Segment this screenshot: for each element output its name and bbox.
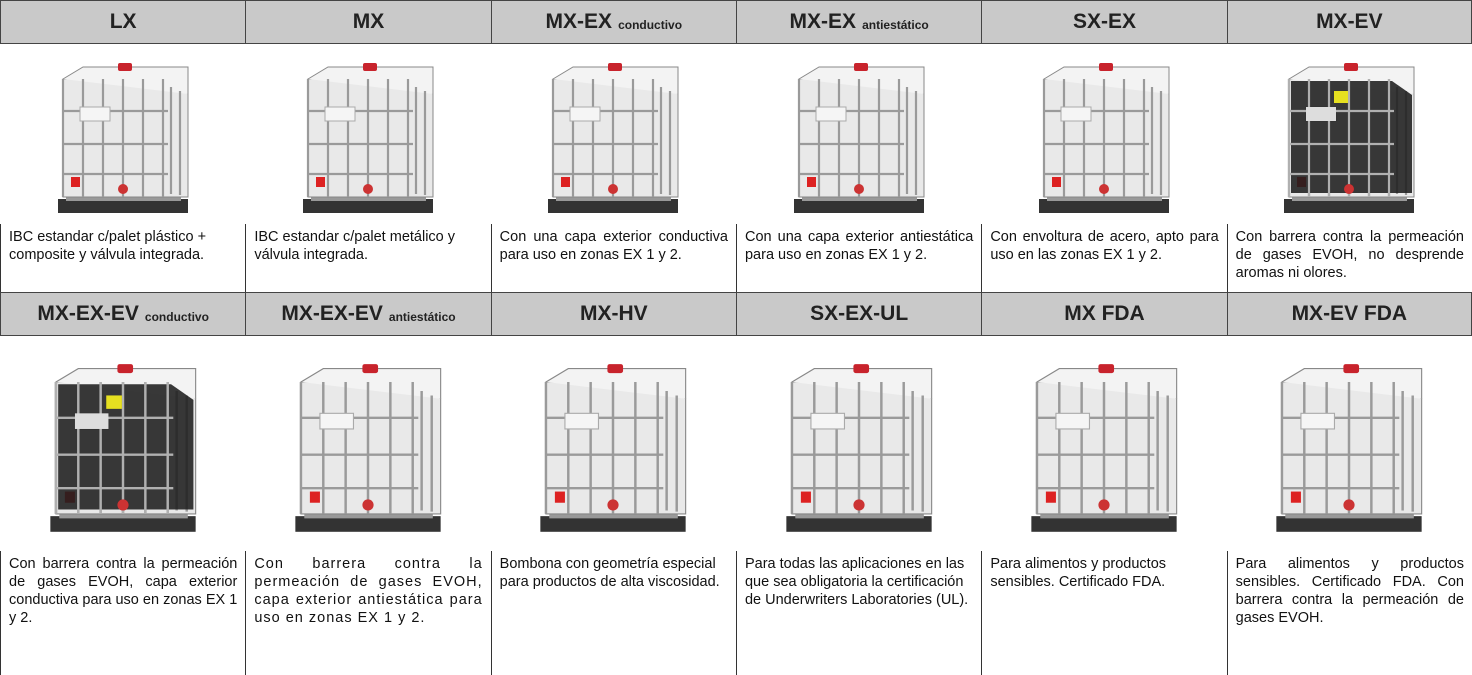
image	[981, 336, 1226, 551]
header: MX	[245, 0, 491, 44]
name: MX-EX-EV	[37, 302, 139, 325]
header: MX-HV	[490, 292, 736, 336]
image	[491, 336, 736, 551]
description: Con una capa exterior conductiva para us…	[490, 224, 736, 292]
description: Para todas las aplicaciones en las que s…	[735, 551, 981, 675]
image	[736, 336, 981, 551]
image	[736, 44, 981, 224]
image	[0, 44, 245, 224]
image	[0, 336, 245, 551]
name: MX FDA	[1064, 302, 1145, 325]
suffix: conductivo	[144, 310, 209, 324]
description: Con envoltura de acero, apto para uso en…	[981, 224, 1226, 292]
ibc	[764, 346, 954, 541]
header: MX FDA	[981, 292, 1227, 336]
description: Para alimentos y productos sensibles. Ce…	[981, 551, 1226, 675]
ibc	[273, 346, 463, 541]
image	[981, 44, 1226, 224]
ibc	[518, 346, 708, 541]
name: MX-HV	[579, 302, 648, 325]
name: MX-EV FDA	[1291, 302, 1408, 325]
header: MX-EV FDA	[1226, 292, 1472, 336]
image	[1227, 336, 1472, 551]
ibc	[38, 49, 208, 219]
name: MX	[352, 10, 385, 33]
ibc	[1019, 49, 1189, 219]
header: SX-EX	[981, 0, 1227, 44]
name: SX-EX	[1072, 10, 1136, 33]
description: Para alimentos y productos sensibles. Ce…	[1226, 551, 1472, 675]
description: Con barrera contra la permeación de gase…	[1226, 224, 1472, 292]
header: MX-EX conductivo	[490, 0, 736, 44]
image	[245, 336, 490, 551]
ibc	[283, 49, 453, 219]
description: IBC estandar c/palet metálico y válvula …	[245, 224, 490, 292]
header: MX-EX antiestático	[735, 0, 982, 44]
name: MX-EX-EV	[281, 302, 383, 325]
description: Con barrera contra la permeación de gase…	[0, 551, 245, 675]
description: Bombona con geometría especial para prod…	[490, 551, 736, 675]
header: MX-EV	[1226, 0, 1472, 44]
description: Con barrera contra la permeación de gase…	[245, 551, 490, 675]
suffix: conductivo	[618, 18, 683, 32]
suffix: antiestático	[388, 310, 456, 324]
ibc	[774, 49, 944, 219]
name: MX-EX	[789, 10, 857, 33]
image	[245, 44, 490, 224]
ibc	[1254, 346, 1444, 541]
name: LX	[109, 10, 137, 33]
description: Con una capa exterior antiestática para …	[735, 224, 981, 292]
name: MX-EV	[1316, 10, 1383, 33]
header: MX-EX-EV antiestático	[245, 292, 491, 336]
description: IBC estandar c/palet plástico + composit…	[0, 224, 245, 292]
header: SX-EX-UL	[735, 292, 982, 336]
header: MX-EX-EV conductivo	[0, 292, 246, 336]
ibc	[1009, 346, 1199, 541]
name: SX-EX-UL	[810, 302, 909, 325]
ibc	[28, 346, 218, 541]
header: LX	[0, 0, 246, 44]
image	[491, 44, 736, 224]
name: MX-EX	[545, 10, 613, 33]
ibc	[1264, 49, 1434, 219]
suffix: antiestático	[862, 18, 929, 32]
image	[1227, 44, 1472, 224]
ibc	[528, 49, 698, 219]
